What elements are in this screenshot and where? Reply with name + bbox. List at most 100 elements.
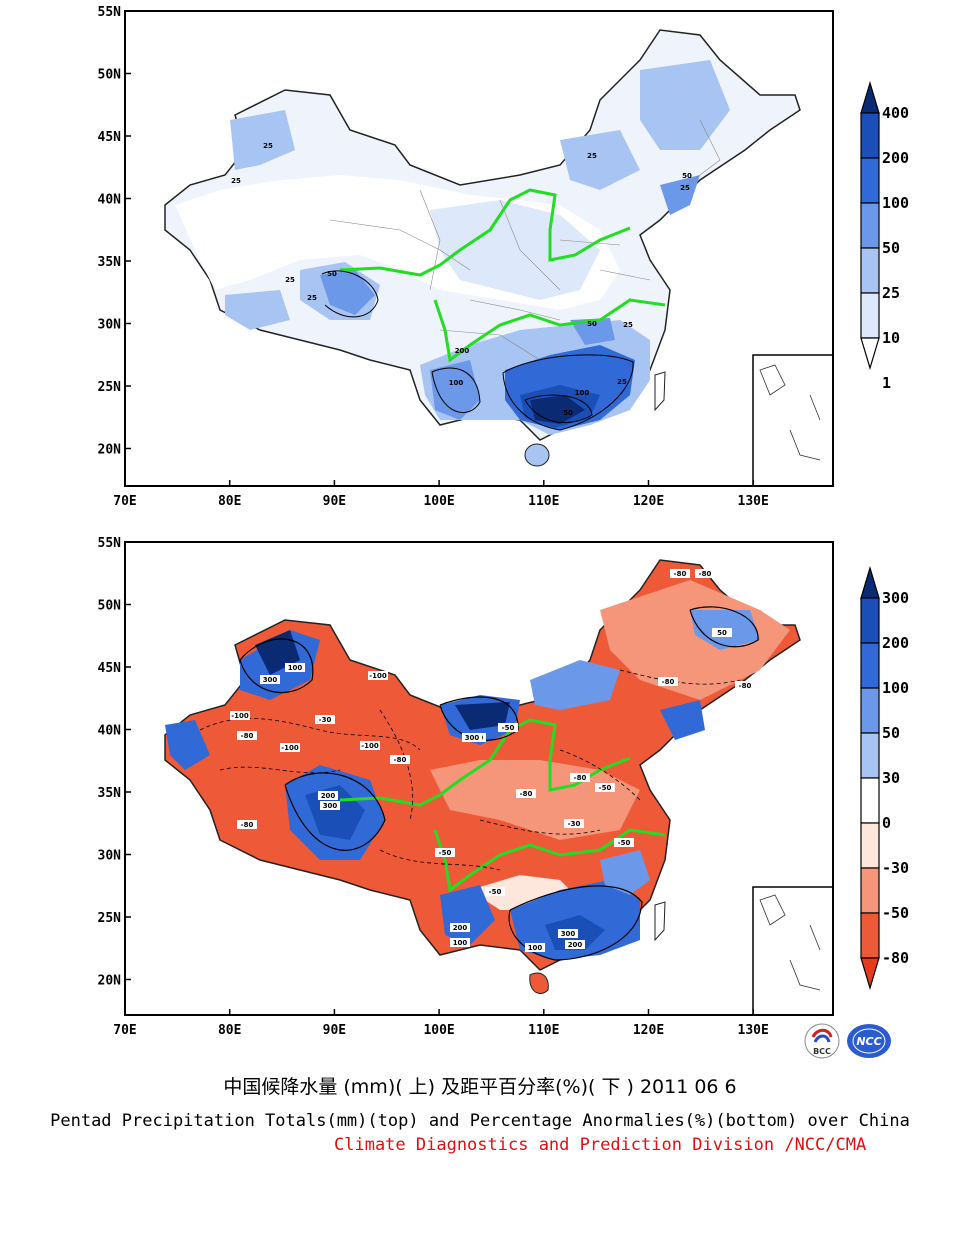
- contour-label: 50: [327, 270, 337, 278]
- colorbar-swatch: [860, 157, 880, 204]
- contour-label: -80: [674, 570, 687, 578]
- contour-label: 100: [288, 664, 303, 672]
- colorbar-swatch: [860, 202, 880, 249]
- contour-label: -50: [618, 839, 631, 847]
- colorbar-label: 0: [882, 814, 891, 832]
- contour-label: 25: [263, 142, 273, 150]
- lat-tick-label: 45N: [98, 130, 122, 145]
- lat-tick-label: 35N: [98, 255, 122, 270]
- lon-tick-label: 70E: [113, 1023, 136, 1038]
- contour-label: 50: [563, 409, 573, 417]
- contour-label: 25: [307, 294, 317, 302]
- bcc-logo: BCC: [803, 1022, 841, 1060]
- contour-label: 50: [682, 172, 692, 180]
- contour-label: 200: [321, 792, 336, 800]
- colorbar-label: 400: [882, 104, 909, 122]
- contour-label: 25: [231, 177, 241, 185]
- contour-label: 100: [575, 389, 590, 397]
- lon-tick-label: 130E: [738, 1023, 769, 1038]
- contour-label: -100: [369, 672, 387, 680]
- colorbar-label: 50: [882, 239, 900, 257]
- contour-label: 25: [617, 378, 627, 386]
- colorbar-swatch: [860, 597, 880, 644]
- colorbar-swatch: [860, 822, 880, 869]
- contour-label: 50: [717, 629, 727, 637]
- south-china-sea-inset-bottom: [752, 886, 834, 1016]
- colorbar-swatch: [860, 642, 880, 689]
- contour-label: -80: [739, 682, 752, 690]
- lon-tick-label: 70E: [113, 494, 136, 509]
- colorbar-label: 25: [882, 284, 900, 302]
- contour-label: 50: [587, 320, 597, 328]
- precip-anomaly-map: -80 -8050300100-100-100-80-30-100-100-803…: [98, 536, 910, 1038]
- lat-tick-label: 55N: [98, 5, 122, 20]
- colorbar-label: 1: [882, 374, 891, 392]
- contour-label: 25: [623, 321, 633, 329]
- lon-tick-label: 100E: [423, 494, 454, 509]
- colorbar-top-arrow: [860, 565, 880, 599]
- lon-tick-label: 100E: [423, 1023, 454, 1038]
- contour-label: 300: [263, 676, 278, 684]
- colorbar-label: 300: [882, 589, 909, 607]
- lon-tick-label: 120E: [633, 494, 664, 509]
- contour-label: 300: [323, 802, 338, 810]
- lat-tick-label: 20N: [98, 974, 122, 989]
- lat-tick-label: 30N: [98, 849, 122, 864]
- colorbar-swatch: [860, 687, 880, 734]
- contour-label: -80: [520, 790, 533, 798]
- contour-label: 25: [285, 276, 295, 284]
- colorbar-label: 200: [882, 149, 909, 167]
- lat-tick-label: 45N: [98, 661, 122, 676]
- top-colorbar: 400 200 100 50 25 10 1: [860, 80, 909, 392]
- lon-tick-label: 110E: [528, 1023, 559, 1038]
- colorbar-swatch: [860, 112, 880, 159]
- colorbar-swatch: [860, 912, 880, 959]
- contour-label: -100: [231, 712, 249, 720]
- ncc-logo-text: NCC: [856, 1035, 881, 1048]
- contour-label: -30: [568, 820, 581, 828]
- colorbar-label: 50: [882, 724, 900, 742]
- contour-label: 200: [568, 941, 583, 949]
- colorbar-swatch: [860, 777, 880, 824]
- colorbar-label: 100: [882, 194, 909, 212]
- lon-tick-label: 120E: [633, 1023, 664, 1038]
- lat-tick-label: 20N: [98, 443, 122, 458]
- lat-tick-label: 40N: [98, 193, 122, 208]
- lat-tick-label: 30N: [98, 318, 122, 333]
- colorbar-swatch: [860, 867, 880, 914]
- colorbar-label: -50: [882, 904, 909, 922]
- contour-label: 300: [465, 734, 480, 742]
- colorbar-label: 10: [882, 329, 900, 347]
- chinese-title: 中国候降水量 (mm)( 上) 及距平百分率(%)( 下 ) 2011 06 6: [223, 1076, 737, 1098]
- colorbar-swatch: [860, 292, 880, 339]
- contour-label: -80: [574, 774, 587, 782]
- lat-tick-label: 35N: [98, 786, 122, 801]
- contour-label: 25: [587, 152, 597, 160]
- colorbar-top-arrow: [860, 80, 880, 114]
- contour-label: -50: [502, 724, 515, 732]
- lat-tick-label: 50N: [98, 599, 122, 614]
- lat-tick-label: 25N: [98, 380, 122, 395]
- colorbar-bottom-arrow: [860, 337, 880, 371]
- colorbar-swatch: [860, 247, 880, 294]
- lon-tick-label: 80E: [218, 494, 241, 509]
- contour-label: 300: [561, 930, 576, 938]
- credit-line: Climate Diagnostics and Prediction Divis…: [334, 1135, 867, 1155]
- lat-tick-label: 25N: [98, 911, 122, 926]
- contour-label: -30: [319, 716, 332, 724]
- lat-tick-label: 40N: [98, 724, 122, 739]
- colorbar-label: 200: [882, 634, 909, 652]
- contour-label: -80: [662, 678, 675, 686]
- contour-label: -50: [599, 784, 612, 792]
- english-title: Pentad Precipitation Totals(mm)(top) and…: [50, 1111, 910, 1131]
- colorbar-bottom-arrow: [860, 957, 880, 991]
- lon-tick-label: 90E: [323, 1023, 346, 1038]
- contour-label: 200: [455, 347, 470, 355]
- south-china-sea-inset-top: [752, 354, 834, 487]
- contour-label: 25: [680, 184, 690, 192]
- contour-label: 100: [528, 944, 543, 952]
- lon-tick-label: 80E: [218, 1023, 241, 1038]
- contour-label: -50: [439, 849, 452, 857]
- ncc-logo: NCC: [845, 1022, 893, 1060]
